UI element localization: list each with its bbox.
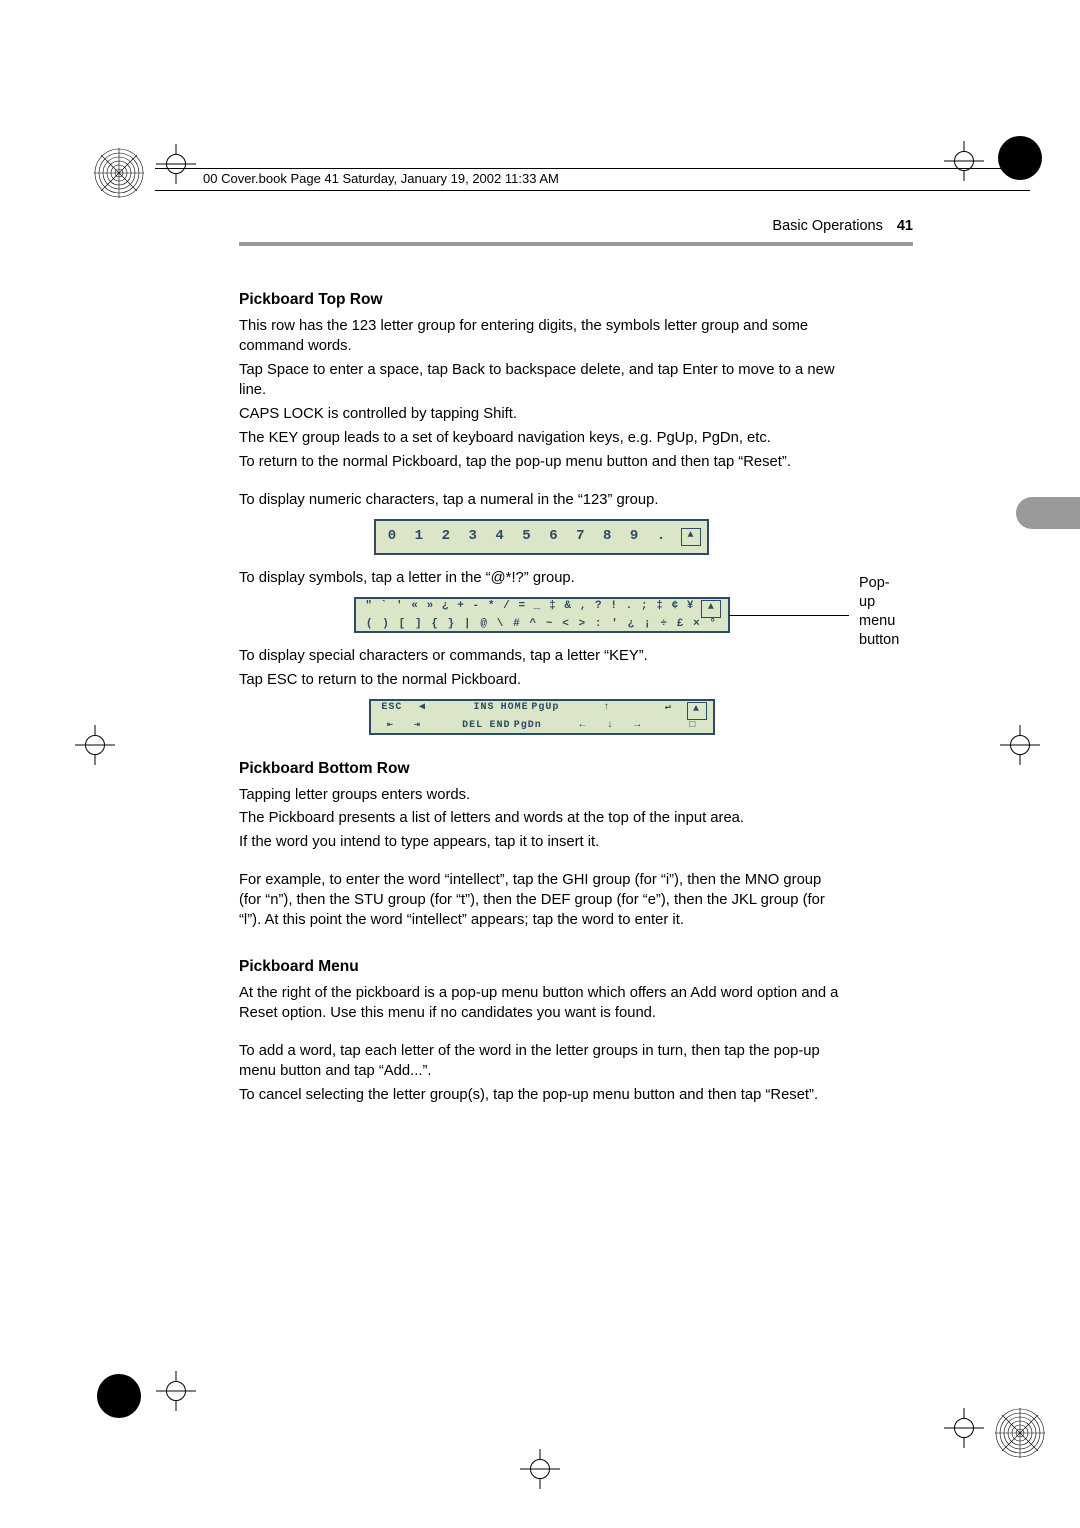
side-tab <box>1016 497 1080 529</box>
registration-mark-icon <box>94 1371 144 1421</box>
body-text: CAPS LOCK is controlled by tapping Shift… <box>239 405 844 425</box>
pickboard-numeric-figure: 0123456789.▲ <box>374 519 709 555</box>
body-text: At the right of the pickboard is a pop-u… <box>239 984 844 1024</box>
body-text: To display numeric characters, tap a num… <box>239 491 844 511</box>
pickboard-symbols-figure: "`'«»¿+-*/=_‡&,?!.;‡¢¥▲ ()[]{}|@\#^~<>:'… <box>354 597 730 633</box>
body-text: Tap ESC to return to the normal Pickboar… <box>239 671 844 691</box>
body-text: For example, to enter the word “intellec… <box>239 871 844 931</box>
annotation-leader-line <box>729 615 849 616</box>
heading-menu: Pickboard Menu <box>239 957 844 978</box>
book-header-text: 00 Cover.book Page 41 Saturday, January … <box>203 171 559 186</box>
heading-top-row: Pickboard Top Row <box>239 290 844 311</box>
body-text: This row has the 123 letter group for en… <box>239 317 844 357</box>
pickboard-keys-figure: ESC◀INSHOMEPgUp↑↵▲ ⇤⇥DELENDPgDn←↓→□ <box>369 699 715 735</box>
crosshair-icon <box>75 725 115 765</box>
body-text: To add a word, tap each letter of the wo… <box>239 1042 844 1082</box>
body-text: The Pickboard presents a list of letters… <box>239 809 844 829</box>
header-underline <box>239 242 913 246</box>
crosshair-icon <box>520 1449 560 1489</box>
registration-mark-icon <box>94 148 144 198</box>
body-text: The KEY group leads to a set of keyboard… <box>239 429 844 449</box>
body-text: Tapping letter groups enters words. <box>239 786 844 806</box>
registration-mark-icon <box>995 1408 1045 1458</box>
crosshair-icon <box>944 1408 984 1448</box>
body-text: Tap Space to enter a space, tap Back to … <box>239 361 844 401</box>
page-number: 41 <box>897 218 913 234</box>
body-text: To display symbols, tap a letter in the … <box>239 569 844 589</box>
body-text: To return to the normal Pickboard, tap t… <box>239 453 844 473</box>
page-header: Basic Operations 41 <box>239 218 913 234</box>
content-area: Pickboard Top Row This row has the 123 l… <box>239 290 844 1110</box>
crosshair-icon <box>156 1371 196 1411</box>
body-text: To display special characters or command… <box>239 647 844 667</box>
heading-bottom-row: Pickboard Bottom Row <box>239 759 844 780</box>
body-text: To cancel selecting the letter group(s),… <box>239 1086 844 1106</box>
section-title: Basic Operations <box>772 218 882 234</box>
crosshair-icon <box>1000 725 1040 765</box>
body-text: If the word you intend to type appears, … <box>239 833 844 853</box>
annotation-label: Pop-up menu button <box>859 574 899 649</box>
